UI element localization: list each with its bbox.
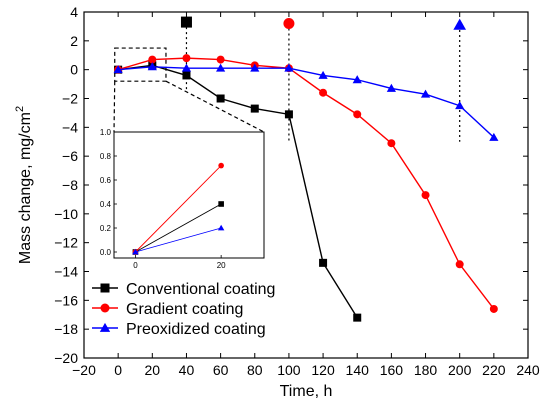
zoom-connector-left <box>113 81 116 133</box>
x-tick-label: −20 <box>72 362 96 378</box>
inset-y-tick-label: 0.6 <box>100 176 112 185</box>
data-point-series-1 <box>489 304 498 313</box>
legend-marker-2 <box>99 322 111 332</box>
inset-y-tick-label: 1.0 <box>100 128 112 137</box>
data-point-series-2 <box>147 62 157 71</box>
inset-x-tick-label: 0 <box>133 261 138 270</box>
y-tick-label: −16 <box>54 292 78 308</box>
y-tick-label: −12 <box>54 235 78 251</box>
x-tick-label: 200 <box>448 362 472 378</box>
legend-marker-1 <box>100 303 110 313</box>
data-point-series-1 <box>353 110 362 119</box>
inset-y-tick-label: 0.4 <box>100 200 112 209</box>
y-tick-label: −20 <box>54 350 78 366</box>
data-point-series-0 <box>250 104 259 113</box>
y-tick-label: −14 <box>54 264 78 280</box>
y-axis-label-superscript: 2 <box>14 106 26 112</box>
legend-marker-0 <box>100 283 110 293</box>
inset-y-tick-label: 0.2 <box>100 224 112 233</box>
data-point-series-2 <box>386 83 396 92</box>
data-point-series-2 <box>455 101 465 110</box>
inset-data-point-series-0 <box>218 201 224 207</box>
data-point-series-2 <box>181 63 192 72</box>
data-point-series-1 <box>182 54 191 63</box>
data-point-series-0 <box>319 258 328 267</box>
inset-frame <box>113 131 265 259</box>
x-tick-label: 140 <box>346 362 370 378</box>
annotation-marker <box>180 16 192 28</box>
data-point-series-0 <box>182 71 191 80</box>
y-tick-label: −8 <box>62 177 78 193</box>
x-tick-label: 40 <box>179 362 195 378</box>
zoom-box <box>114 47 167 82</box>
series-line-2 <box>118 66 495 138</box>
annotation-marker <box>283 18 295 30</box>
x-tick-label: 240 <box>516 362 540 378</box>
data-point-series-1 <box>216 55 225 64</box>
inset-data-point-series-2 <box>217 224 225 231</box>
x-tick-label: 120 <box>311 362 335 378</box>
x-tick-label: 0 <box>114 362 122 378</box>
x-tick-label: 20 <box>145 362 161 378</box>
annotation-marker <box>453 18 467 30</box>
y-axis-label: Mass change, mg/cm2 <box>14 106 34 264</box>
x-tick-label: 180 <box>414 362 438 378</box>
inset-data-point-series-2 <box>132 248 139 255</box>
data-point-series-1 <box>421 191 430 200</box>
inset-y-tick-label: 0.8 <box>100 152 112 161</box>
inset-series-line-0 <box>135 203 222 253</box>
y-tick-label: −18 <box>54 321 78 337</box>
y-tick-label: 4 <box>70 4 78 20</box>
data-point-series-0 <box>216 94 225 103</box>
data-point-series-1 <box>455 260 464 269</box>
legend-label-2: Preoxidized coating <box>126 321 266 338</box>
data-point-series-2 <box>489 132 499 141</box>
inset-series-line-2 <box>135 227 222 253</box>
y-tick-label: −10 <box>54 206 78 222</box>
y-tick-label: −6 <box>62 148 78 164</box>
y-tick-label: −4 <box>62 119 78 135</box>
data-point-series-2 <box>420 89 431 98</box>
y-axis-label-text: Mass change, mg/cm <box>17 112 34 264</box>
data-point-series-1 <box>387 139 396 148</box>
inset-data-point-series-1 <box>218 162 224 169</box>
x-tick-label: 220 <box>482 362 506 378</box>
data-point-series-2 <box>352 75 362 84</box>
x-tick-label: 80 <box>247 362 263 378</box>
data-point-series-2 <box>318 70 328 79</box>
x-tick-label: 60 <box>213 362 229 378</box>
data-point-series-2 <box>113 65 123 74</box>
data-point-series-2 <box>284 63 294 72</box>
data-point-series-2 <box>216 63 226 72</box>
series-line-1 <box>117 57 495 310</box>
data-point-series-1 <box>148 55 157 64</box>
y-tick-label: −2 <box>62 91 78 107</box>
x-tick-label: 160 <box>380 362 404 378</box>
inset-series-line-1 <box>135 165 222 253</box>
y-tick-label: 2 <box>70 33 78 49</box>
data-point-series-2 <box>250 63 260 72</box>
data-point-series-0 <box>353 313 362 322</box>
data-point-series-0 <box>284 110 293 119</box>
y-tick-label: 0 <box>70 62 78 78</box>
zoom-connector-right <box>165 80 265 133</box>
x-axis-label: Time, h <box>280 383 333 400</box>
data-point-series-1 <box>319 88 328 97</box>
legend-label-0: Conventional coating <box>126 281 275 298</box>
inset-y-tick-label: 0.0 <box>100 248 112 257</box>
x-tick-label: 100 <box>277 362 301 378</box>
legend-label-1: Gradient coating <box>126 301 243 318</box>
inset-x-tick-label: 20 <box>217 261 226 270</box>
